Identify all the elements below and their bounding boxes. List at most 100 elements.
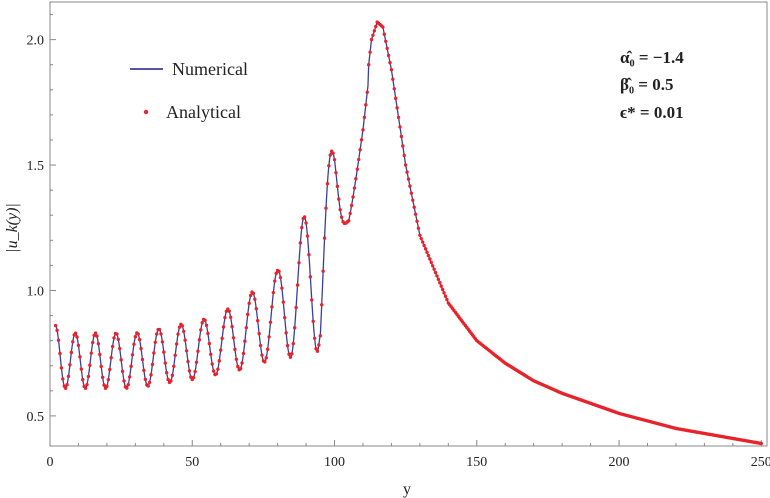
analytical-point — [382, 32, 387, 36]
annotation-alpha: α̂₀ = −1.4 — [620, 48, 684, 67]
analytical-point — [129, 364, 133, 369]
analytical-point — [428, 257, 432, 261]
analytical-point — [292, 325, 297, 330]
analytical-point — [366, 63, 371, 67]
analytical-point — [86, 374, 91, 379]
analytical-point — [257, 331, 261, 336]
analytical-point — [328, 153, 332, 157]
analytical-point — [180, 324, 184, 328]
analytical-point — [426, 253, 431, 258]
analytical-point — [369, 37, 374, 42]
analytical-point — [320, 303, 324, 307]
analytical-point — [122, 379, 126, 383]
analytical-point — [348, 211, 352, 216]
analytical-point — [68, 363, 72, 367]
analytical-point — [312, 336, 317, 340]
analytical-point — [194, 360, 199, 364]
analytical-point — [442, 291, 446, 295]
analytical-point — [421, 240, 425, 244]
analytical-point — [227, 309, 231, 313]
analytical-point — [78, 355, 82, 359]
analytical-point — [372, 29, 377, 33]
analytical-point — [102, 383, 106, 387]
analytical-point — [419, 236, 423, 241]
y-tick-label: 1.0 — [27, 284, 45, 299]
analytical-point — [105, 384, 109, 389]
analytical-point — [176, 332, 180, 336]
analytical-point — [75, 335, 79, 339]
analytical-point — [445, 297, 449, 302]
analytical-point — [362, 115, 367, 120]
analytical-point — [164, 370, 169, 375]
y-axis-label: |u_k(y)| — [4, 203, 21, 253]
analytical-point — [118, 346, 122, 351]
analytical-point — [182, 329, 186, 334]
analytical-point — [332, 157, 337, 162]
analytical-point — [125, 386, 129, 390]
y-tick-label: 2.0 — [27, 34, 45, 49]
analytical-point — [162, 350, 166, 354]
analytical-point — [304, 221, 308, 225]
analytical-point — [384, 39, 388, 43]
analytical-point — [405, 170, 409, 174]
x-tick-label: 0 — [47, 455, 54, 470]
analytical-point — [264, 356, 268, 360]
analytical-point — [243, 339, 247, 343]
analytical-point — [347, 219, 351, 223]
analytical-point — [429, 260, 433, 265]
x-axis-label: y — [403, 481, 411, 498]
analytical-point — [140, 357, 145, 362]
analytical-point — [199, 328, 203, 332]
analytical-point — [241, 351, 246, 356]
analytical-point — [274, 271, 278, 276]
analytical-point — [155, 332, 159, 336]
analytical-point — [423, 247, 428, 251]
analytical-point — [365, 90, 369, 94]
analytical-point — [386, 53, 391, 58]
analytical-point — [221, 325, 226, 329]
plot-frame — [49, 1, 768, 447]
analytical-point — [136, 332, 140, 336]
analytical-point — [146, 384, 150, 388]
analytical-point — [81, 377, 85, 382]
analytical-point — [193, 369, 197, 374]
analytical-point — [359, 138, 364, 142]
analytical-point — [55, 328, 59, 333]
analytical-point — [294, 305, 298, 310]
analytical-point — [93, 331, 98, 335]
analytical-point — [381, 25, 385, 29]
analytical-point — [83, 386, 88, 390]
analytical-point — [214, 372, 219, 376]
analytical-point — [295, 283, 300, 287]
analytical-point — [311, 319, 315, 323]
analytical-point — [273, 279, 277, 283]
analytical-point — [200, 321, 204, 325]
analytical-point — [96, 341, 101, 346]
analytical-point — [159, 332, 163, 336]
analytical-point — [438, 281, 442, 285]
analytical-point — [291, 341, 295, 346]
analytical-point — [133, 334, 138, 339]
analytical-point — [85, 382, 89, 387]
analytical-point — [53, 323, 58, 328]
analytical-point — [325, 181, 330, 186]
analytical-point — [130, 353, 135, 357]
analytical-point — [433, 270, 438, 275]
analytical-point — [187, 369, 192, 373]
x-tick-label: 200 — [609, 455, 630, 470]
analytical-point — [99, 364, 103, 369]
x-tick-label: 250 — [751, 455, 770, 470]
analytical-point — [206, 331, 210, 336]
analytical-point — [73, 331, 78, 335]
analytical-point — [116, 337, 120, 342]
y-tick-label: 0.5 — [27, 410, 45, 425]
analytical-point — [61, 377, 65, 381]
analytical-point — [152, 351, 156, 355]
analytical-point — [374, 24, 378, 29]
analytical-point — [256, 319, 260, 323]
analytical-point — [440, 287, 445, 292]
analytical-point — [409, 191, 414, 195]
analytical-point — [392, 87, 396, 91]
analytical-point — [394, 96, 398, 101]
analytical-point — [351, 195, 355, 199]
